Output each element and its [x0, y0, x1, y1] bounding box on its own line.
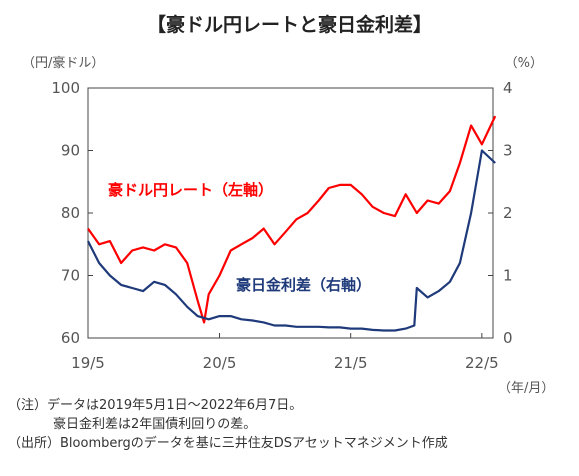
- series-line-2: [87, 149, 496, 332]
- chart-title: 【豪ドル円レートと豪日金利差】: [146, 14, 432, 36]
- source-line: （出所）Bloombergのデータを基に三井住友DSアセットマネジメント作成: [8, 436, 448, 451]
- right-y-tick-label: 1: [503, 267, 513, 285]
- left-y-tick-label: 60: [61, 329, 80, 347]
- right-y-tick-label: 2: [503, 204, 513, 222]
- left-y-tick-label: 70: [61, 267, 80, 285]
- left-y-tick-label: 80: [61, 204, 80, 222]
- notes: （注）データは2019年5月1日～2022年6月7日。 豪日金利差は2年国債利回…: [8, 396, 448, 453]
- series-line-1: [87, 115, 497, 324]
- note-line-1: （注）データは2019年5月1日～2022年6月7日。: [8, 398, 303, 413]
- right-y-tick-label: 3: [503, 142, 513, 160]
- x-tick-label: 21/5: [334, 354, 368, 372]
- note-line-2: 豪日金利差は2年国債利回りの差。: [53, 417, 257, 432]
- x-tick-label: 20/5: [203, 354, 237, 372]
- right-y-tick-label: 4: [503, 79, 513, 97]
- x-tick-label: 22/5: [465, 354, 499, 372]
- left-axis-unit: （円/豪ドル）: [22, 56, 105, 71]
- x-axis-unit: （年/月）: [498, 381, 555, 396]
- series-label-2: 豪日金利差（右軸）: [236, 276, 371, 294]
- left-y-tick-label: 100: [51, 79, 80, 97]
- series-label-1: 豪ドル円レート（左軸）: [108, 181, 273, 199]
- left-y-tick-label: 90: [61, 142, 80, 160]
- right-y-tick-label: 0: [503, 329, 513, 347]
- right-axis-unit: （%）: [504, 56, 543, 71]
- plot-frame: [87, 87, 494, 339]
- x-tick-label: 19/5: [71, 354, 105, 372]
